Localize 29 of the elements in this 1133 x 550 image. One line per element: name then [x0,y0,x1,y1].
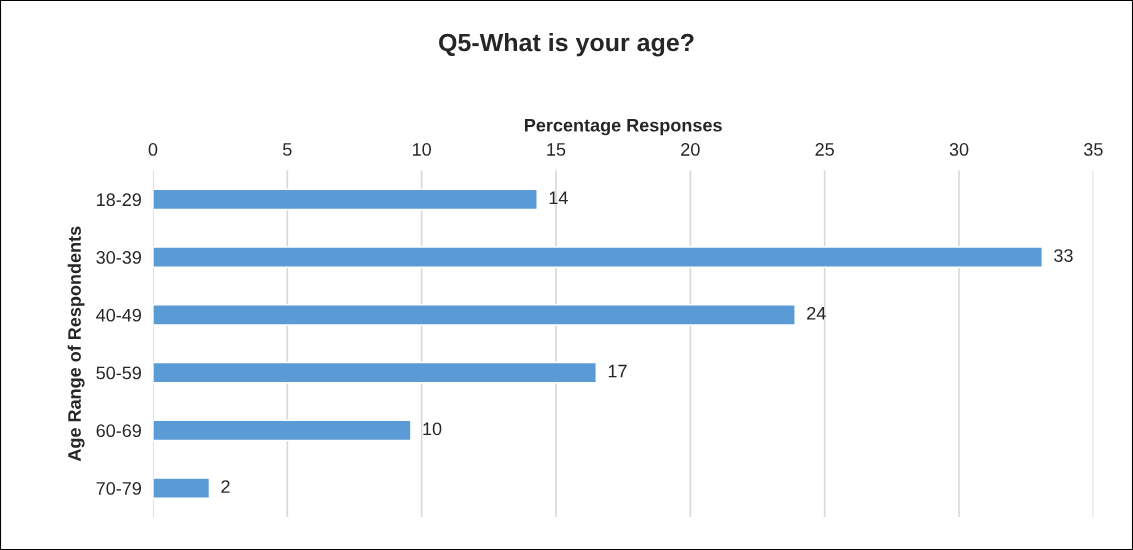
x-tick-label: 20 [681,143,700,156]
data-label: 17 [608,364,627,378]
y-tick-label: 70-79 [96,482,141,495]
data-label: 14 [549,191,568,205]
bar [152,246,1043,268]
x-tick-label: 15 [547,143,566,156]
bar [152,188,538,211]
bar [152,304,796,326]
data-label: 33 [1054,249,1073,262]
x-tick-label: 0 [148,143,158,156]
y-axis-title: Age Range of Respondents [67,226,85,462]
data-label: 10 [423,422,442,436]
chart-title: Q5-What is your age? [439,33,694,57]
bar [152,419,412,442]
y-tick-label: 60-69 [96,424,141,438]
data-label: 2 [221,480,230,493]
x-tick-label: 10 [412,143,431,156]
x-tick-label: 5 [283,143,292,156]
x-tick-label: 35 [1083,143,1103,156]
x-tick-label: 25 [815,143,834,156]
y-tick-label: 18-29 [97,193,141,207]
x-tick-label: 30 [949,143,969,156]
y-tick-label: 30-39 [96,251,141,264]
data-label: 24 [807,306,826,320]
bar [152,361,597,384]
bar [152,477,211,499]
y-tick-label: 50-59 [96,366,141,380]
x-axis-title: Percentage Responses [525,119,722,136]
y-tick-label: 40-49 [96,308,141,322]
